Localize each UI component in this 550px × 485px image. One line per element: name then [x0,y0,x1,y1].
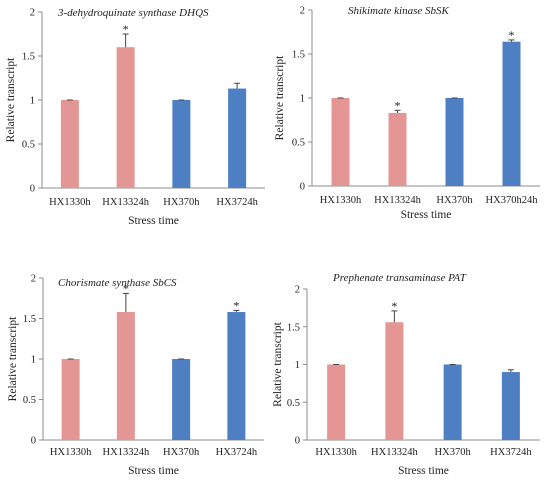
y-axis-title: Relative transcript [274,55,286,140]
bar [388,112,407,186]
bar [172,100,191,188]
chart-title: 3-dehydroquinate synthase DHQS [57,7,209,19]
x-tick-label: HX1330h [50,447,92,458]
significance-star: * [233,298,239,312]
x-tick-label: HX13324h [374,195,421,206]
bar [385,322,404,440]
bar [227,312,246,440]
y-tick-label: 2 [295,285,300,296]
x-axis-title: Stress time [128,465,179,477]
y-tick-label: 0 [295,436,300,447]
x-tick-label: HX13324h [371,447,418,458]
y-tick-label: 0 [300,182,305,193]
x-axis-title: Stress time [401,209,452,221]
significance-star: * [123,22,129,36]
y-tick-label: 0 [31,436,36,447]
x-tick-label: HX370h [163,447,200,458]
significance-star: * [123,281,129,295]
bar [228,88,247,188]
y-tick-label: 2 [30,8,35,19]
x-tick-label: HX3724h [490,447,532,458]
x-tick-label: HX370h [435,447,472,458]
y-tick-label: 0.5 [22,140,35,151]
significance-star: * [395,98,401,112]
y-tick-label: 2 [300,6,305,17]
y-tick-label: 0.5 [287,398,300,409]
chart-title: Prephenate transaminase PAT [332,272,467,284]
x-tick-label: HX370h [163,197,200,208]
y-tick-label: 0.5 [292,138,305,149]
x-tick-label: HX370h24h [486,195,539,206]
y-tick-label: 2 [31,274,36,285]
x-axis-title: Stress time [128,215,179,227]
x-tick-label: HX3724h [216,447,258,458]
y-tick-label: 1.5 [292,50,305,61]
chart-title: Shikimate kinase SbSK [348,5,449,17]
bar [116,312,135,440]
bar [172,359,191,440]
bar [443,364,462,440]
x-tick-label: HX1330h [315,447,357,458]
y-axis-title: Relative transcript [272,321,284,406]
y-tick-label: 1 [31,355,36,366]
significance-star: * [509,28,515,42]
y-tick-label: 0 [30,184,35,195]
x-tick-label: HX1330h [320,195,362,206]
significance-star: * [391,299,397,313]
bar [501,372,520,440]
x-axis-title: Stress time [398,465,449,477]
x-tick-label: HX370h [436,195,473,206]
y-tick-label: 1 [30,96,35,107]
x-tick-label: HX1330h [49,197,91,208]
bar [116,47,135,189]
bar [502,41,521,187]
y-tick-label: 1.5 [287,322,300,333]
chart-panel-2: Shikimate kinase SbSK 0 0.5 1 1.5 2 HX1330h * HX… [274,5,540,221]
bar [445,98,464,186]
x-tick-label: HX13324h [102,197,149,208]
chart-title: Chorismate synthase SbCS [58,277,177,289]
bar [60,100,79,188]
y-tick-label: 1 [295,360,300,371]
chart-panel-1: 3-dehydroquinate synthase DHQS 0 0.5 1 1.5 2 H… [5,7,265,227]
bar [331,98,350,186]
y-tick-label: 1.5 [23,314,36,325]
bar [61,359,80,440]
bar [327,364,346,440]
x-tick-label: HX13324h [103,447,150,458]
y-tick-label: 0.5 [23,395,36,406]
y-axis-title: Relative transcript [7,316,19,401]
y-tick-label: 1 [300,94,305,105]
chart-panel-4: Prephenate transaminase PAT 0 0.5 1 1.5 2 HX13… [272,272,540,477]
y-tick-label: 1.5 [22,52,35,63]
x-tick-label: HX3724h [216,197,258,208]
y-axis-title: Relative transcript [5,57,17,142]
chart-panel-3: Chorismate synthase SbCS 0 0.5 1 1.5 2 HX1330h… [7,274,264,477]
